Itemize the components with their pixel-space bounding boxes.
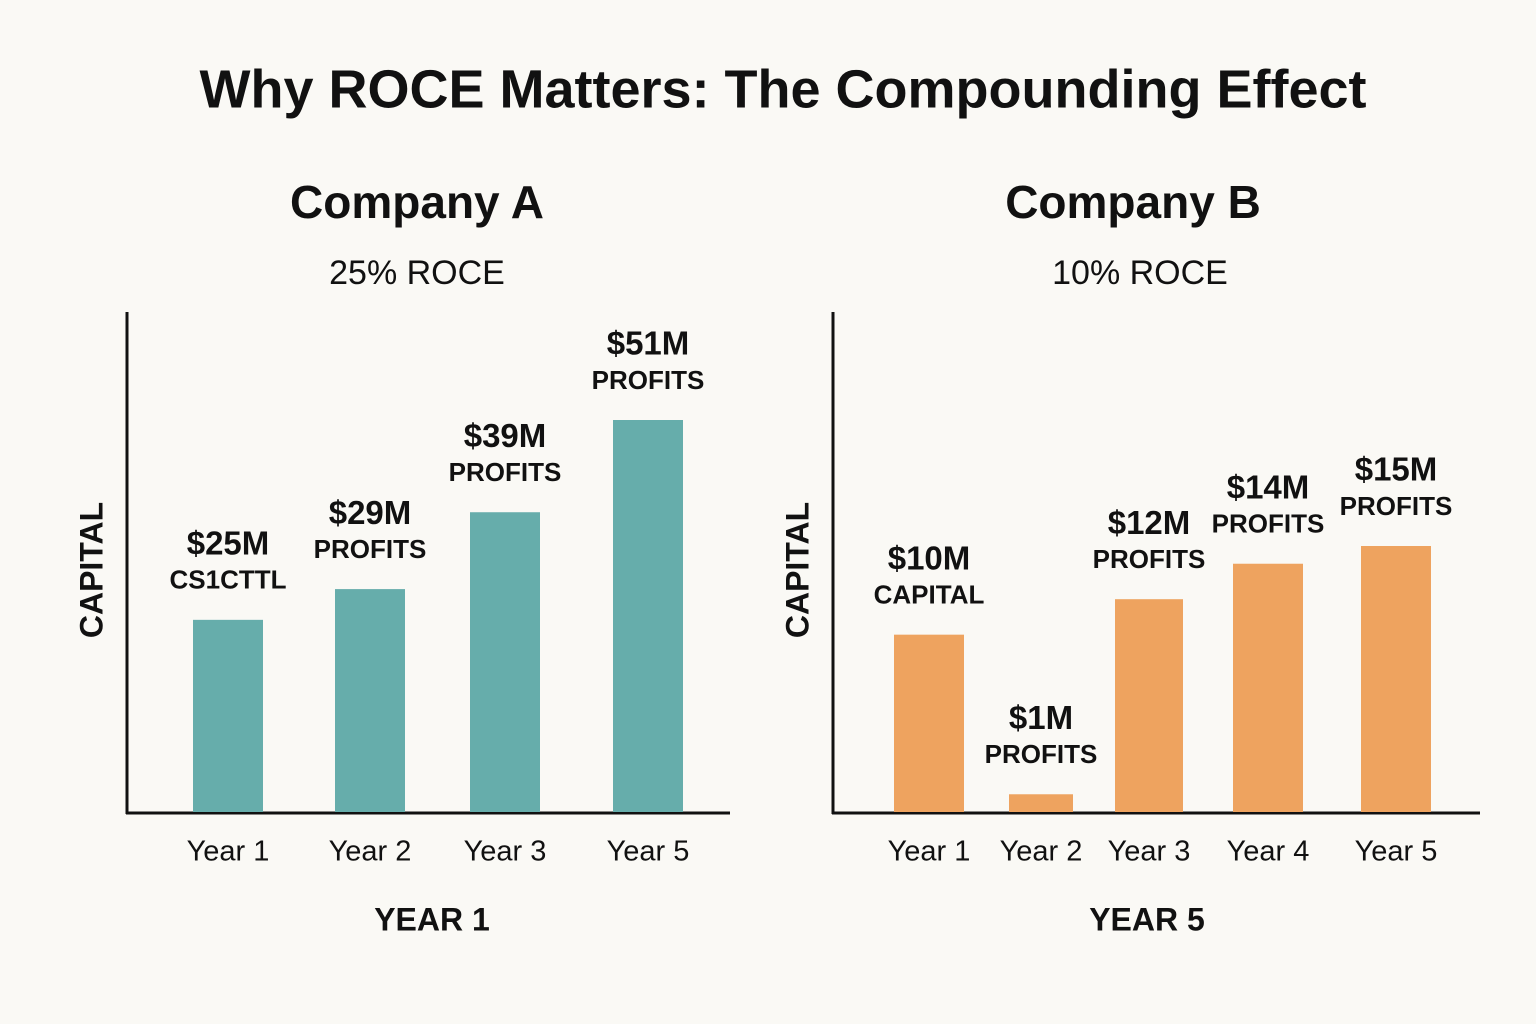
x-tick-label: Year 1 [187,836,270,868]
x-axis-label: YEAR 1 [374,901,490,937]
bar [193,619,263,812]
value-caption: PROFITS [985,739,1098,769]
bar [613,420,683,812]
value-caption: PROFITS [592,365,705,395]
chart-title: Company B [1005,176,1261,228]
value-label: $25M [187,525,270,562]
value-label: $15M [1355,451,1438,488]
bar [894,634,964,812]
x-tick-label: Year 5 [607,836,690,868]
value-caption: PROFITS [1212,509,1325,539]
value-label: $14M [1227,468,1310,505]
chart-subtitle: 25% ROCE [329,254,505,292]
value-label: $12M [1108,504,1191,541]
y-axis-label: CAPITAL [779,502,815,638]
value-caption: CS1CTTL [170,565,287,595]
bar [1233,563,1303,812]
value-caption: PROFITS [449,457,562,487]
x-tick-label: Year 3 [1108,836,1191,868]
value-caption: PROFITS [314,534,427,564]
page-title: Why ROCE Matters: The Compounding Effect [200,59,1367,119]
value-caption: CAPITAL [874,580,985,610]
value-caption: PROFITS [1093,544,1206,574]
y-axis-label: CAPITAL [73,502,109,638]
bar [1361,546,1431,812]
bar [1009,794,1073,812]
chart-title: Company A [290,176,544,228]
bar [335,589,405,812]
x-tick-label: Year 4 [1227,836,1310,868]
value-label: $51M [607,325,690,362]
value-label: $29M [329,494,412,531]
x-tick-label: Year 1 [888,836,971,868]
bar [470,512,540,812]
x-tick-label: Year 2 [1000,836,1083,868]
value-caption: PROFITS [1340,491,1453,521]
x-tick-label: Year 3 [464,836,547,868]
chart-subtitle: 10% ROCE [1052,254,1228,292]
value-label: $39M [464,417,547,454]
x-tick-label: Year 5 [1355,836,1438,868]
value-label: $10M [888,539,971,576]
x-tick-label: Year 2 [329,836,412,868]
value-label: $1M [1009,699,1073,736]
bar [1115,599,1183,812]
x-axis-label: YEAR 5 [1089,901,1205,937]
